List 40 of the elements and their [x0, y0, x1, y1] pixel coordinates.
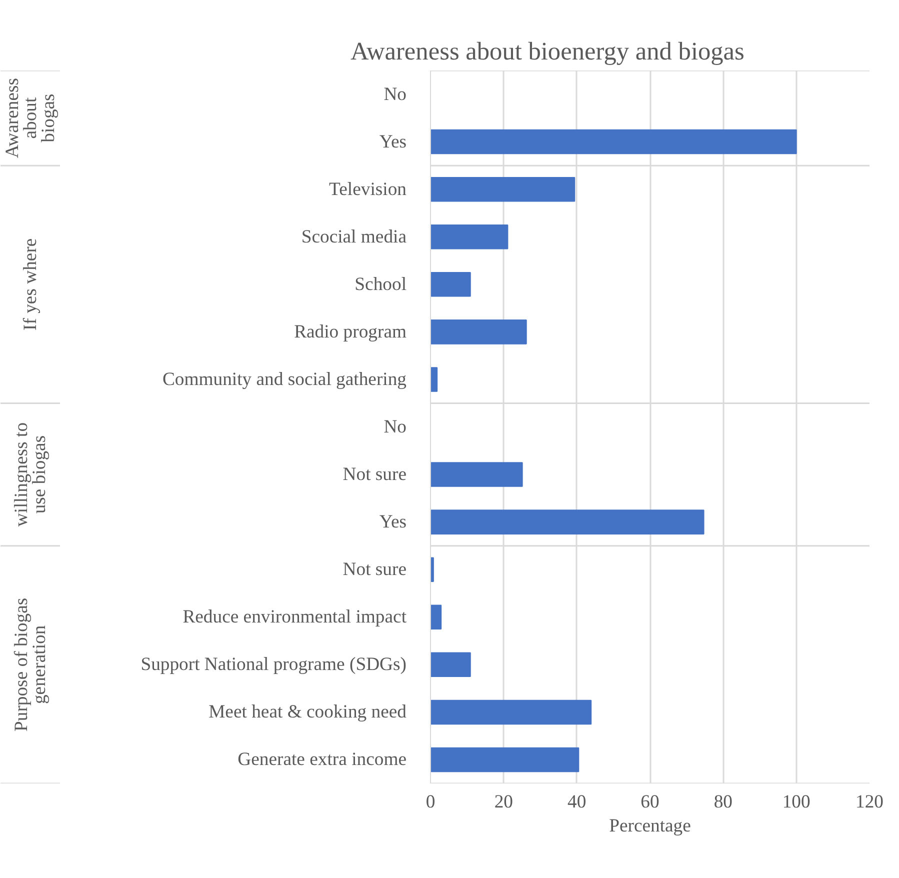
- y-tick-label: Support National programe (SDGs): [140, 654, 407, 676]
- bar: [430, 462, 523, 487]
- y-tick-label: Community and social gathering: [162, 368, 407, 390]
- bar: [430, 367, 438, 392]
- chart-title: Awareness about bioenergy and biogas: [350, 38, 744, 66]
- y-tick-label: Scocial media: [301, 226, 408, 248]
- y-tick-label: No: [384, 84, 407, 105]
- text: willingness to use biogas: [11, 422, 50, 527]
- bar: [430, 700, 592, 725]
- x-tick-label: 100: [782, 792, 810, 812]
- text: Awareness about biogas: [2, 78, 59, 158]
- bar: [430, 747, 580, 772]
- y-tick-label: Not sure: [342, 464, 407, 486]
- x-tick-label: 40: [568, 792, 586, 812]
- y-tick-label: Meet heat & cooking need: [208, 702, 408, 723]
- x-tick-label: 0: [426, 792, 436, 812]
- text: Purpose of biogas generation: [11, 598, 50, 732]
- x-tick-label: 20: [494, 792, 513, 812]
- bar: [430, 224, 508, 250]
- bar: [430, 272, 471, 297]
- x-tick-label: 120: [856, 792, 884, 812]
- y-tick-label: Yes: [379, 512, 407, 533]
- x-tick-label: 60: [640, 792, 660, 812]
- bar: [430, 510, 704, 534]
- text: If yes where: [20, 238, 41, 330]
- bar: [430, 652, 471, 678]
- x-axis-title: Percentage: [609, 816, 691, 836]
- y-tick-label: Generate extra income: [238, 749, 407, 770]
- y-tick-label: Not sure: [342, 559, 407, 580]
- y-tick-label: School: [354, 274, 407, 295]
- bar: [430, 320, 527, 344]
- y-tick-label: Radio program: [294, 321, 407, 342]
- y-tick-label: Television: [329, 178, 408, 200]
- bar: [430, 604, 442, 630]
- y-tick-label: Yes: [379, 131, 407, 152]
- bar: [430, 129, 797, 154]
- x-tick-label: 80: [714, 792, 732, 812]
- y-tick-label: No: [384, 416, 407, 438]
- bar: [430, 176, 576, 202]
- y-tick-label: Reduce environmental impact: [182, 606, 408, 628]
